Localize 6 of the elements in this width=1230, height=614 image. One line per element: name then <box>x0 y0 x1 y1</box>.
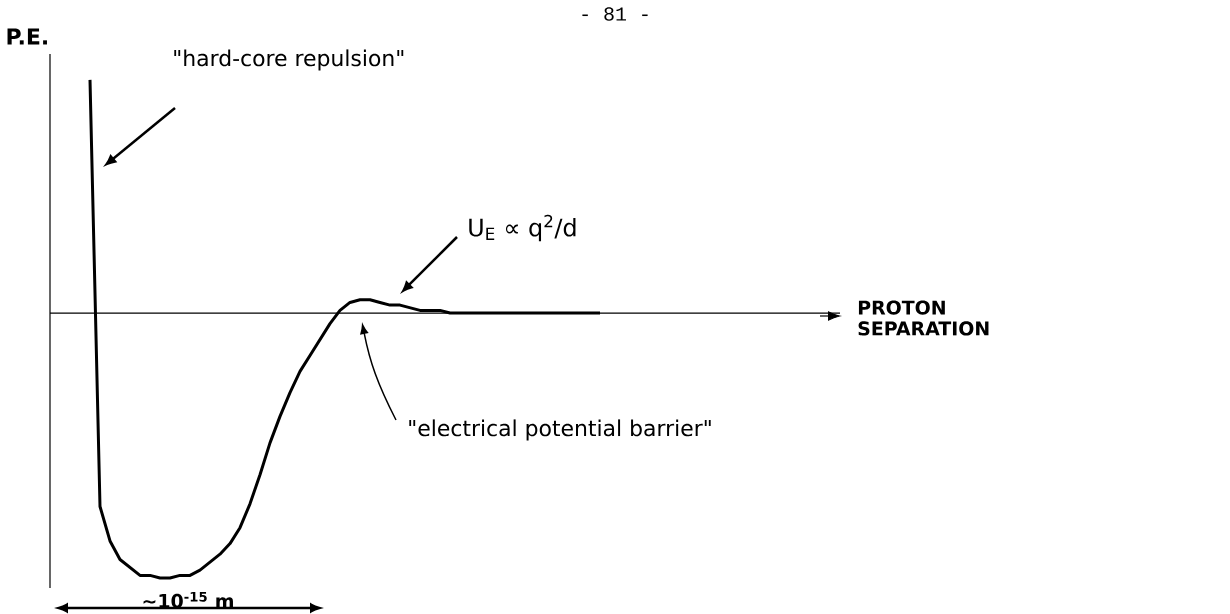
annotation: U$_{E}$ ∝ q$^{2}$/d <box>469 214 576 242</box>
annotation: "electrical potential barrier" <box>409 419 711 441</box>
text: PROTON SEPARATION <box>858 300 989 336</box>
y-axis-title: P.E. <box>7 28 47 45</box>
text: "hard-core repulsion" <box>174 49 404 71</box>
text: - 81 - <box>582 7 648 21</box>
